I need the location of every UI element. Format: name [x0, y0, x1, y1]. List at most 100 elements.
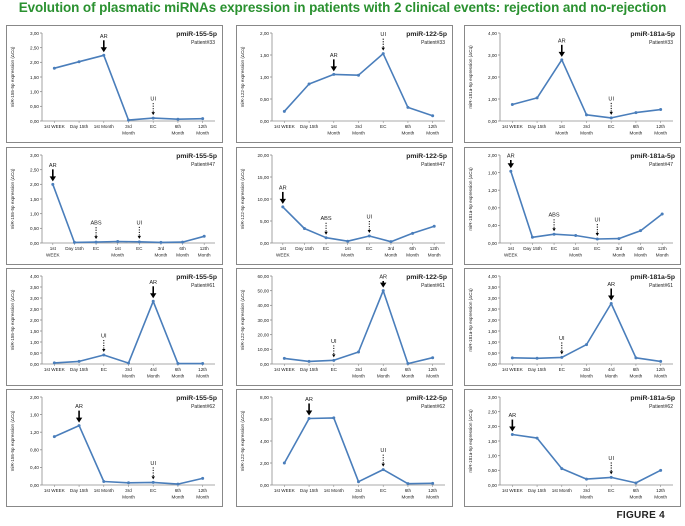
- x-tick-label: Month: [402, 495, 415, 500]
- x-tick-label: Day 15th: [65, 246, 84, 251]
- x-tick-label: 1st WEEK: [44, 367, 66, 372]
- y-tick-label: 50,00: [258, 288, 270, 293]
- x-tick-label: Month: [630, 495, 643, 500]
- event-label: UI: [559, 336, 565, 342]
- chart-panel: 0,00 0,50 1,00 1,50 2,00 1st WEEK Day 15th 1st M…: [236, 25, 453, 143]
- event-label: UI: [380, 32, 386, 38]
- chart-panel: 0,00 5,00 10,00 15,00 20,00 1st WEEK Day 15th EC…: [236, 147, 453, 265]
- data-point: [560, 355, 564, 359]
- y-tick-label: 2,50: [488, 409, 497, 414]
- chart-panel: 0,00 0,50 1,00 1,50 2,00 2,50 3,00 1st WEEK Day …: [464, 389, 681, 507]
- y-tick-label: 3,00: [30, 31, 39, 36]
- x-tick-label: 6th: [175, 124, 182, 129]
- panel-title: pmiR-122-5p: [406, 31, 447, 38]
- y-tick-label: 2,00: [488, 153, 497, 158]
- y-tick-label: 1,60: [488, 170, 497, 175]
- x-tick-label: 12th: [430, 246, 439, 251]
- y-tick-label: 20,00: [258, 153, 270, 158]
- data-point: [552, 232, 556, 236]
- data-point: [181, 240, 185, 244]
- data-point: [151, 116, 155, 120]
- data-point: [585, 477, 588, 481]
- y-tick-label: 1,60: [30, 412, 39, 417]
- data-point: [535, 356, 539, 360]
- series-line: [510, 171, 663, 240]
- panel-title: pmiR-155-5p: [176, 395, 217, 402]
- y-tick-label: 3,00: [30, 153, 39, 158]
- data-point: [510, 433, 514, 437]
- y-tick-label: 0,00: [488, 241, 497, 246]
- data-point: [431, 356, 435, 360]
- data-point: [634, 481, 638, 485]
- y-tick-label: 1,00: [260, 75, 269, 80]
- x-tick-label: Month: [172, 374, 185, 379]
- x-tick-label: WEEK: [276, 253, 290, 258]
- y-axis-label: miR-181a-5p expression (ΔCq): [468, 288, 473, 352]
- event-label: AR: [100, 34, 108, 40]
- y-axis-label: miR-155-5p expression (ΔCq): [10, 46, 15, 107]
- x-tick-label: EC: [559, 367, 566, 372]
- event-arrow-head: [367, 229, 372, 233]
- x-tick-label: 12th: [198, 124, 207, 129]
- event-annotation: AR: [49, 163, 57, 182]
- chart-panel: 0,00 10,00 20,00 30,00 40,00 50,00 60,00 1st WE…: [236, 268, 453, 386]
- data-point: [381, 468, 385, 472]
- data-point: [634, 356, 638, 360]
- y-tick-label: 0,00: [260, 483, 269, 488]
- data-point: [357, 73, 360, 77]
- data-point: [201, 117, 205, 121]
- panel-frame: [464, 268, 681, 386]
- y-axis-label: miR-122-5p expression (ΔCq): [240, 168, 245, 229]
- y-tick-label: 0,40: [30, 465, 39, 470]
- data-point: [560, 58, 564, 62]
- data-point: [617, 237, 621, 241]
- y-tick-label: 2,00: [488, 424, 497, 429]
- x-tick-label: Month: [569, 253, 582, 258]
- y-tick-label: 0,80: [30, 448, 39, 453]
- panel-title: pmiR-122-5p: [406, 395, 447, 402]
- data-point: [176, 482, 180, 486]
- patient-label: Patient#33: [649, 40, 673, 46]
- event-annotation: AR: [100, 34, 108, 53]
- data-point: [510, 356, 514, 360]
- y-tick-label: 2,00: [30, 60, 39, 65]
- y-tick-label: 0,50: [488, 468, 497, 473]
- x-tick-label: Month: [341, 253, 354, 258]
- event-arrow-head: [560, 351, 564, 355]
- y-tick-label: 2,50: [30, 167, 39, 172]
- x-tick-label: 12th: [656, 488, 665, 493]
- x-tick-label: Month: [613, 253, 626, 258]
- chart-panel: 0,00 0,50 1,00 1,50 2,00 2,50 3,00 3,50 4,00 1st …: [464, 268, 681, 386]
- x-tick-label: 1st: [280, 246, 287, 251]
- data-point: [595, 237, 599, 241]
- x-tick-label: 12th: [200, 246, 209, 251]
- data-point: [151, 299, 155, 303]
- x-tick-label: 12th: [428, 488, 437, 493]
- data-point: [585, 113, 588, 117]
- x-tick-label: 6th: [409, 246, 416, 251]
- x-tick-label: EC: [93, 246, 100, 251]
- data-point: [202, 234, 206, 238]
- panel-title: pmiR-181a-5p: [630, 31, 675, 38]
- data-point: [585, 343, 588, 347]
- y-tick-label: 2,50: [30, 307, 39, 312]
- data-point: [639, 229, 643, 233]
- event-arrow-head: [330, 66, 337, 72]
- y-tick-label: 30,00: [258, 318, 270, 323]
- event-arrow-head: [94, 236, 98, 240]
- panel-frame: [6, 147, 223, 265]
- panel-frame: [6, 268, 223, 386]
- x-tick-label: 6th: [175, 367, 182, 372]
- panel-title: pmiR-181a-5p: [630, 395, 675, 402]
- x-tick-label: 6th: [633, 367, 640, 372]
- x-tick-label: Month: [155, 253, 168, 258]
- y-tick-label: 0,00: [260, 241, 269, 246]
- data-point: [332, 358, 336, 362]
- x-tick-label: Month: [406, 253, 419, 258]
- data-point: [282, 356, 286, 360]
- event-label: AR: [508, 413, 516, 419]
- data-point: [406, 105, 410, 109]
- x-tick-label: EC: [150, 124, 157, 129]
- data-point: [307, 82, 311, 86]
